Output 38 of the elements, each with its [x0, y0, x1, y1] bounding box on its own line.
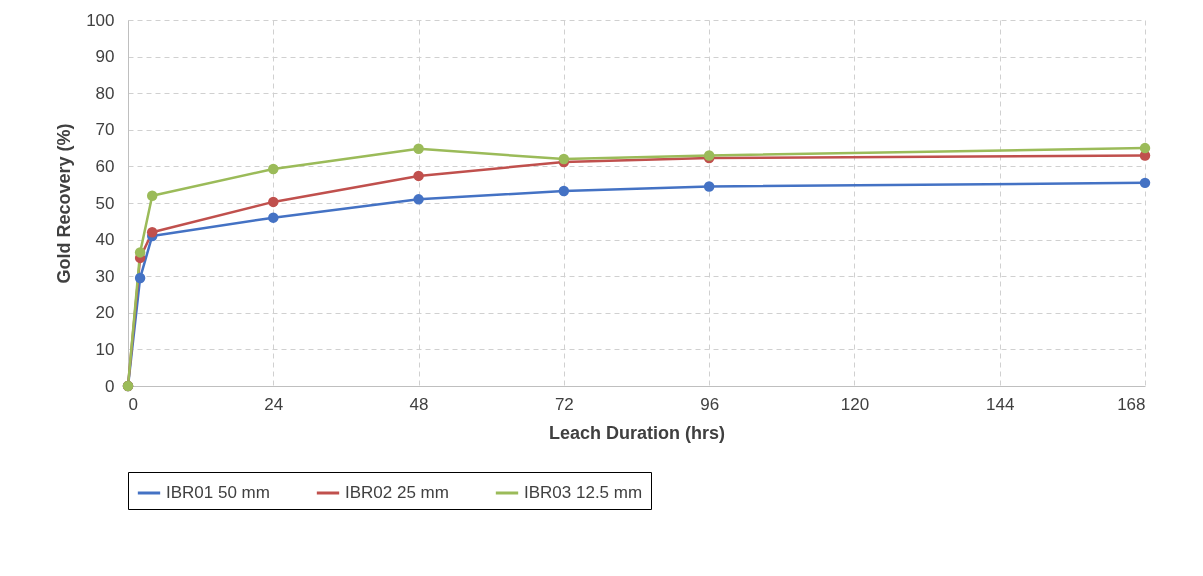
- point: [558, 185, 570, 197]
- point: [146, 227, 158, 238]
- y-tick-label: 0: [105, 376, 115, 396]
- y-tick-label: 80: [95, 83, 115, 103]
- point: [268, 196, 279, 208]
- legend-label: IBR01 50 mm: [166, 483, 270, 502]
- x-tick-label: 144: [986, 394, 1015, 414]
- point: [134, 247, 146, 258]
- point: [1139, 142, 1151, 154]
- x-tick-label: 96: [700, 394, 720, 414]
- x-tick-label: 24: [264, 394, 284, 414]
- y-tick-label: 50: [95, 193, 115, 213]
- y-tick-label: 60: [95, 156, 115, 176]
- x-axis-title: Leach Duration (hrs): [548, 422, 726, 443]
- x-tick-label: 0: [128, 394, 138, 414]
- point: [413, 143, 424, 155]
- point: [413, 170, 424, 182]
- point: [703, 181, 715, 192]
- y-tick-label: 10: [95, 339, 115, 359]
- point: [146, 190, 158, 201]
- point: [1139, 177, 1151, 189]
- y-tick-label: 30: [95, 266, 115, 286]
- y-tick-label: 20: [95, 303, 115, 323]
- x-tick-label: 120: [840, 394, 870, 414]
- x-tick-label: 48: [409, 394, 429, 414]
- y-tick-label: 70: [95, 120, 115, 140]
- legend-label: IBR03 12.5 mm: [524, 483, 643, 502]
- x-tick-label: 72: [554, 394, 574, 414]
- y-tick-label: 40: [95, 230, 115, 250]
- point: [268, 163, 279, 175]
- y-tick-label: 100: [86, 10, 115, 30]
- y-axis-title: Gold Recovery (%): [54, 123, 75, 284]
- point: [134, 272, 146, 284]
- point: [268, 212, 279, 223]
- y-tick-label: 90: [95, 47, 115, 67]
- legend-label: IBR02 25 mm: [345, 483, 449, 502]
- x-tick-label: 168: [1117, 394, 1146, 414]
- point: [413, 194, 424, 205]
